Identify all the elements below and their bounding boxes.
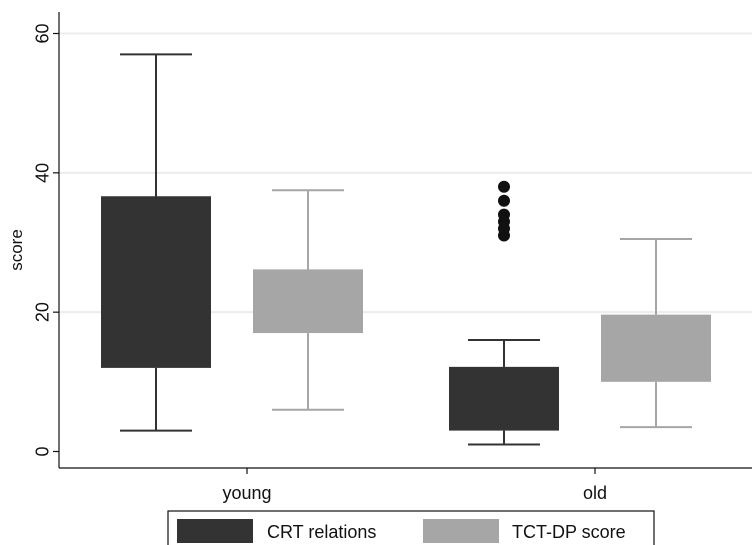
y-tick-label: 20 [32, 302, 52, 322]
legend-swatch-tct-dp-score [423, 519, 499, 543]
x-ticks: young old [222, 468, 607, 503]
legend-label-tct-dp-score: TCT-DP score [512, 522, 626, 542]
box-iqr [601, 315, 711, 382]
box-young-1 [253, 189, 363, 411]
outlier-point [498, 180, 510, 193]
legend-label-crt-relations: CRT relations [267, 522, 376, 542]
box-iqr [253, 270, 363, 334]
legend: CRT relations TCT-DP score [167, 510, 655, 545]
box-old-1 [601, 238, 711, 429]
legend-swatch-crt-relations [177, 519, 253, 543]
box-old-0 [449, 180, 559, 446]
box-iqr [101, 197, 211, 368]
y-tick-label: 0 [32, 446, 52, 456]
axes [58, 12, 752, 469]
y-tick-label: 60 [32, 23, 52, 43]
y-axis-title: score [7, 229, 26, 271]
boxes [101, 53, 711, 446]
x-tick-label-old: old [583, 483, 607, 503]
box-iqr [449, 367, 559, 431]
outlier-point [498, 208, 510, 221]
box-young-0 [101, 53, 211, 432]
y-ticks: 0 20 40 60 [32, 23, 59, 457]
outlier-point [498, 194, 510, 207]
y-tick-label: 40 [32, 163, 52, 183]
x-tick-label-young: young [222, 483, 271, 503]
